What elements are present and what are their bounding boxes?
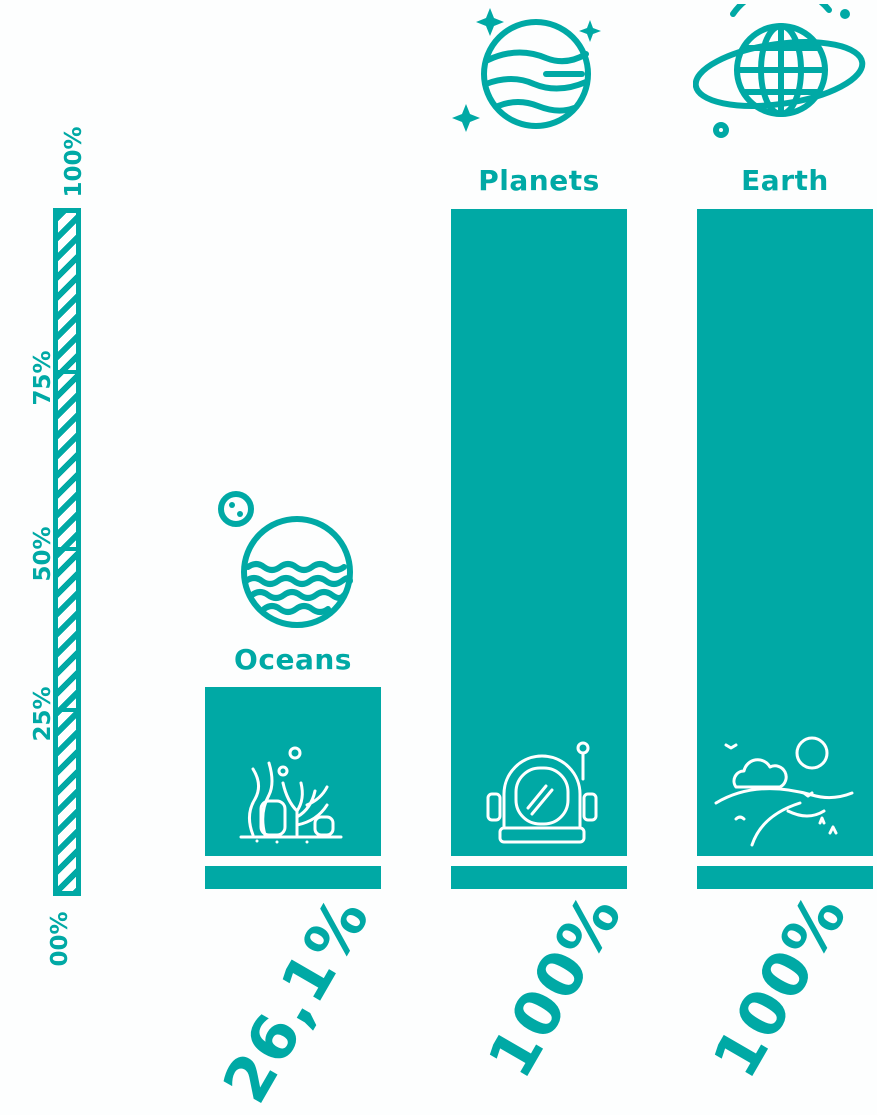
- category-label-oceans: Oceans: [234, 643, 352, 676]
- bar-base-oceans: [205, 866, 381, 889]
- scale-tick-50: [53, 547, 81, 551]
- value-label-planets: 100%: [473, 880, 637, 1090]
- bar-oceans: [205, 687, 381, 856]
- landscape-icon: [714, 736, 854, 847]
- bar-base-planets: [451, 866, 627, 889]
- scale-label-25: 25%: [30, 686, 56, 742]
- scale-bar: [53, 208, 81, 896]
- bar-earth: [697, 209, 873, 856]
- scale-label-75: 75%: [30, 350, 56, 406]
- planet-icon: [452, 8, 601, 132]
- category-label-earth: Earth: [741, 164, 829, 197]
- scale-label-0: 00%: [47, 911, 73, 967]
- scale-tick-75: [53, 370, 81, 374]
- ocean-globe-icon: [218, 491, 353, 628]
- category-label-planets: Planets: [478, 164, 600, 197]
- scale-label-100: 100%: [61, 126, 87, 198]
- bar-base-earth: [697, 866, 873, 889]
- value-label-earth: 100%: [698, 880, 862, 1090]
- scale-label-50: 50%: [30, 526, 56, 582]
- earth-globe-icon: [693, 4, 866, 138]
- scale-tick-25: [53, 708, 81, 712]
- bar-planets: [451, 209, 627, 856]
- value-label-oceans: 26,1%: [208, 883, 385, 1115]
- coral-reef-icon: [239, 746, 343, 844]
- astronaut-helmet-icon: [486, 741, 598, 844]
